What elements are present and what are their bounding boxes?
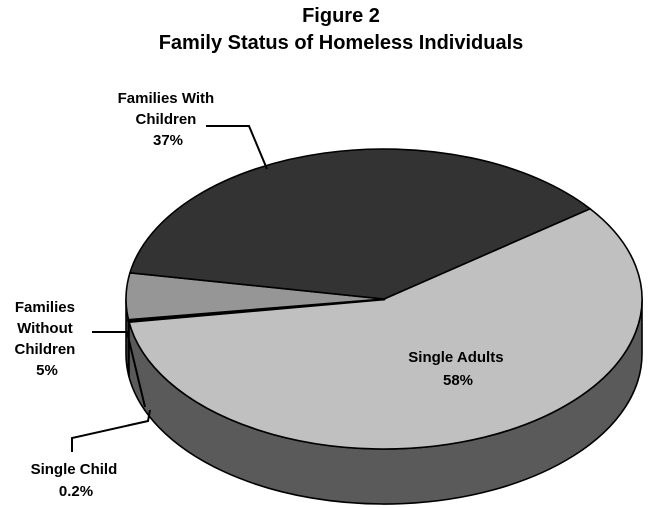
chart-title: Figure 2 [302,5,380,27]
label-single-adults: Single Adults 58% [408,349,507,389]
label-families-with-children: Families With Children 37% [118,90,219,149]
leader-families-without-children [92,331,146,408]
leader-single-child [71,409,151,452]
label-single-child: Single Child 0.2% [31,461,122,500]
leader-lines [71,125,268,452]
pie-tops [125,148,643,450]
chart-subtitle: Family Status of Homeless Individuals [159,32,524,54]
leader-families-with-children [206,125,268,170]
pie-slice-families-with-children [129,148,591,300]
pie-slice-single-adults [128,207,643,450]
label-families-without-children: Families Without Children 5% [14,299,79,379]
